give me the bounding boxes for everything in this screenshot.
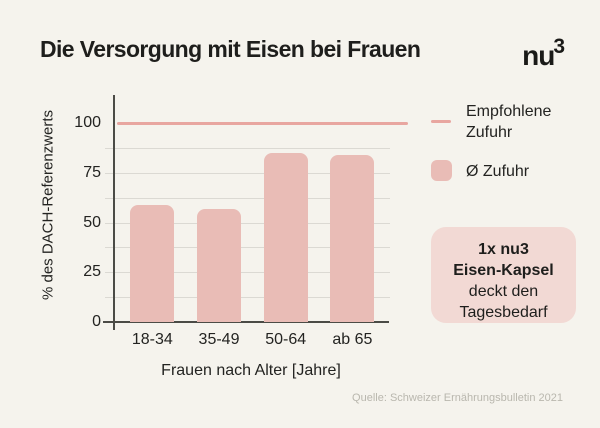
gridline	[105, 147, 390, 149]
legend-reference-line-label: Empfohlene Zufuhr	[466, 103, 552, 141]
gridline	[105, 172, 390, 174]
reference-line	[117, 121, 408, 125]
legend-reference-line-swatch	[431, 120, 451, 123]
callout-line: Tagesbedarf	[459, 304, 548, 321]
x-tick-label: 50-64	[265, 331, 307, 348]
callout-line: Eisen-Kapsel	[453, 262, 554, 279]
y-tick-label: 25	[83, 263, 101, 281]
bar-18-34	[130, 204, 175, 322]
y-axis-line	[113, 95, 115, 330]
y-tick-label: 75	[83, 163, 101, 181]
gridline	[105, 222, 390, 224]
legend-bar-swatch	[431, 160, 452, 181]
x-tick-label: 18-34	[131, 331, 173, 348]
y-tick-label: 0	[92, 313, 101, 330]
page-title: Die Versorgung mit Eisen bei Frauen	[40, 36, 421, 62]
gridline	[105, 272, 390, 274]
y-tick-label: 100	[74, 114, 101, 131]
legend-bar-label: Ø Zufuhr	[466, 163, 530, 180]
x-tick-label: 35-49	[198, 331, 240, 348]
gridline	[105, 197, 390, 199]
nu3-logo: nu3	[522, 36, 565, 72]
y-tick-label: 50	[83, 213, 101, 231]
gridline	[105, 247, 390, 249]
x-tick-label: ab 65	[332, 331, 373, 348]
gridline	[105, 297, 390, 299]
bar-ab 65	[330, 154, 375, 322]
nu3-logo-text: nu	[522, 40, 555, 71]
nu3-logo-sup: 3	[553, 34, 565, 58]
x-axis-line	[103, 321, 389, 323]
bar-35-49	[197, 208, 241, 322]
callout-line: 1x nu3	[478, 241, 529, 258]
callout-line: deckt den	[468, 283, 539, 300]
product-callout-box: 1x nu3 Eisen-Kapsel deckt den Tagesbedarf	[431, 227, 576, 323]
x-axis-title: Frauen nach Alter [Jahre]	[161, 362, 341, 379]
source-citation: Quelle: Schweizer Ernährungsbulletin 202…	[352, 392, 563, 404]
bar-50-64	[263, 152, 308, 322]
